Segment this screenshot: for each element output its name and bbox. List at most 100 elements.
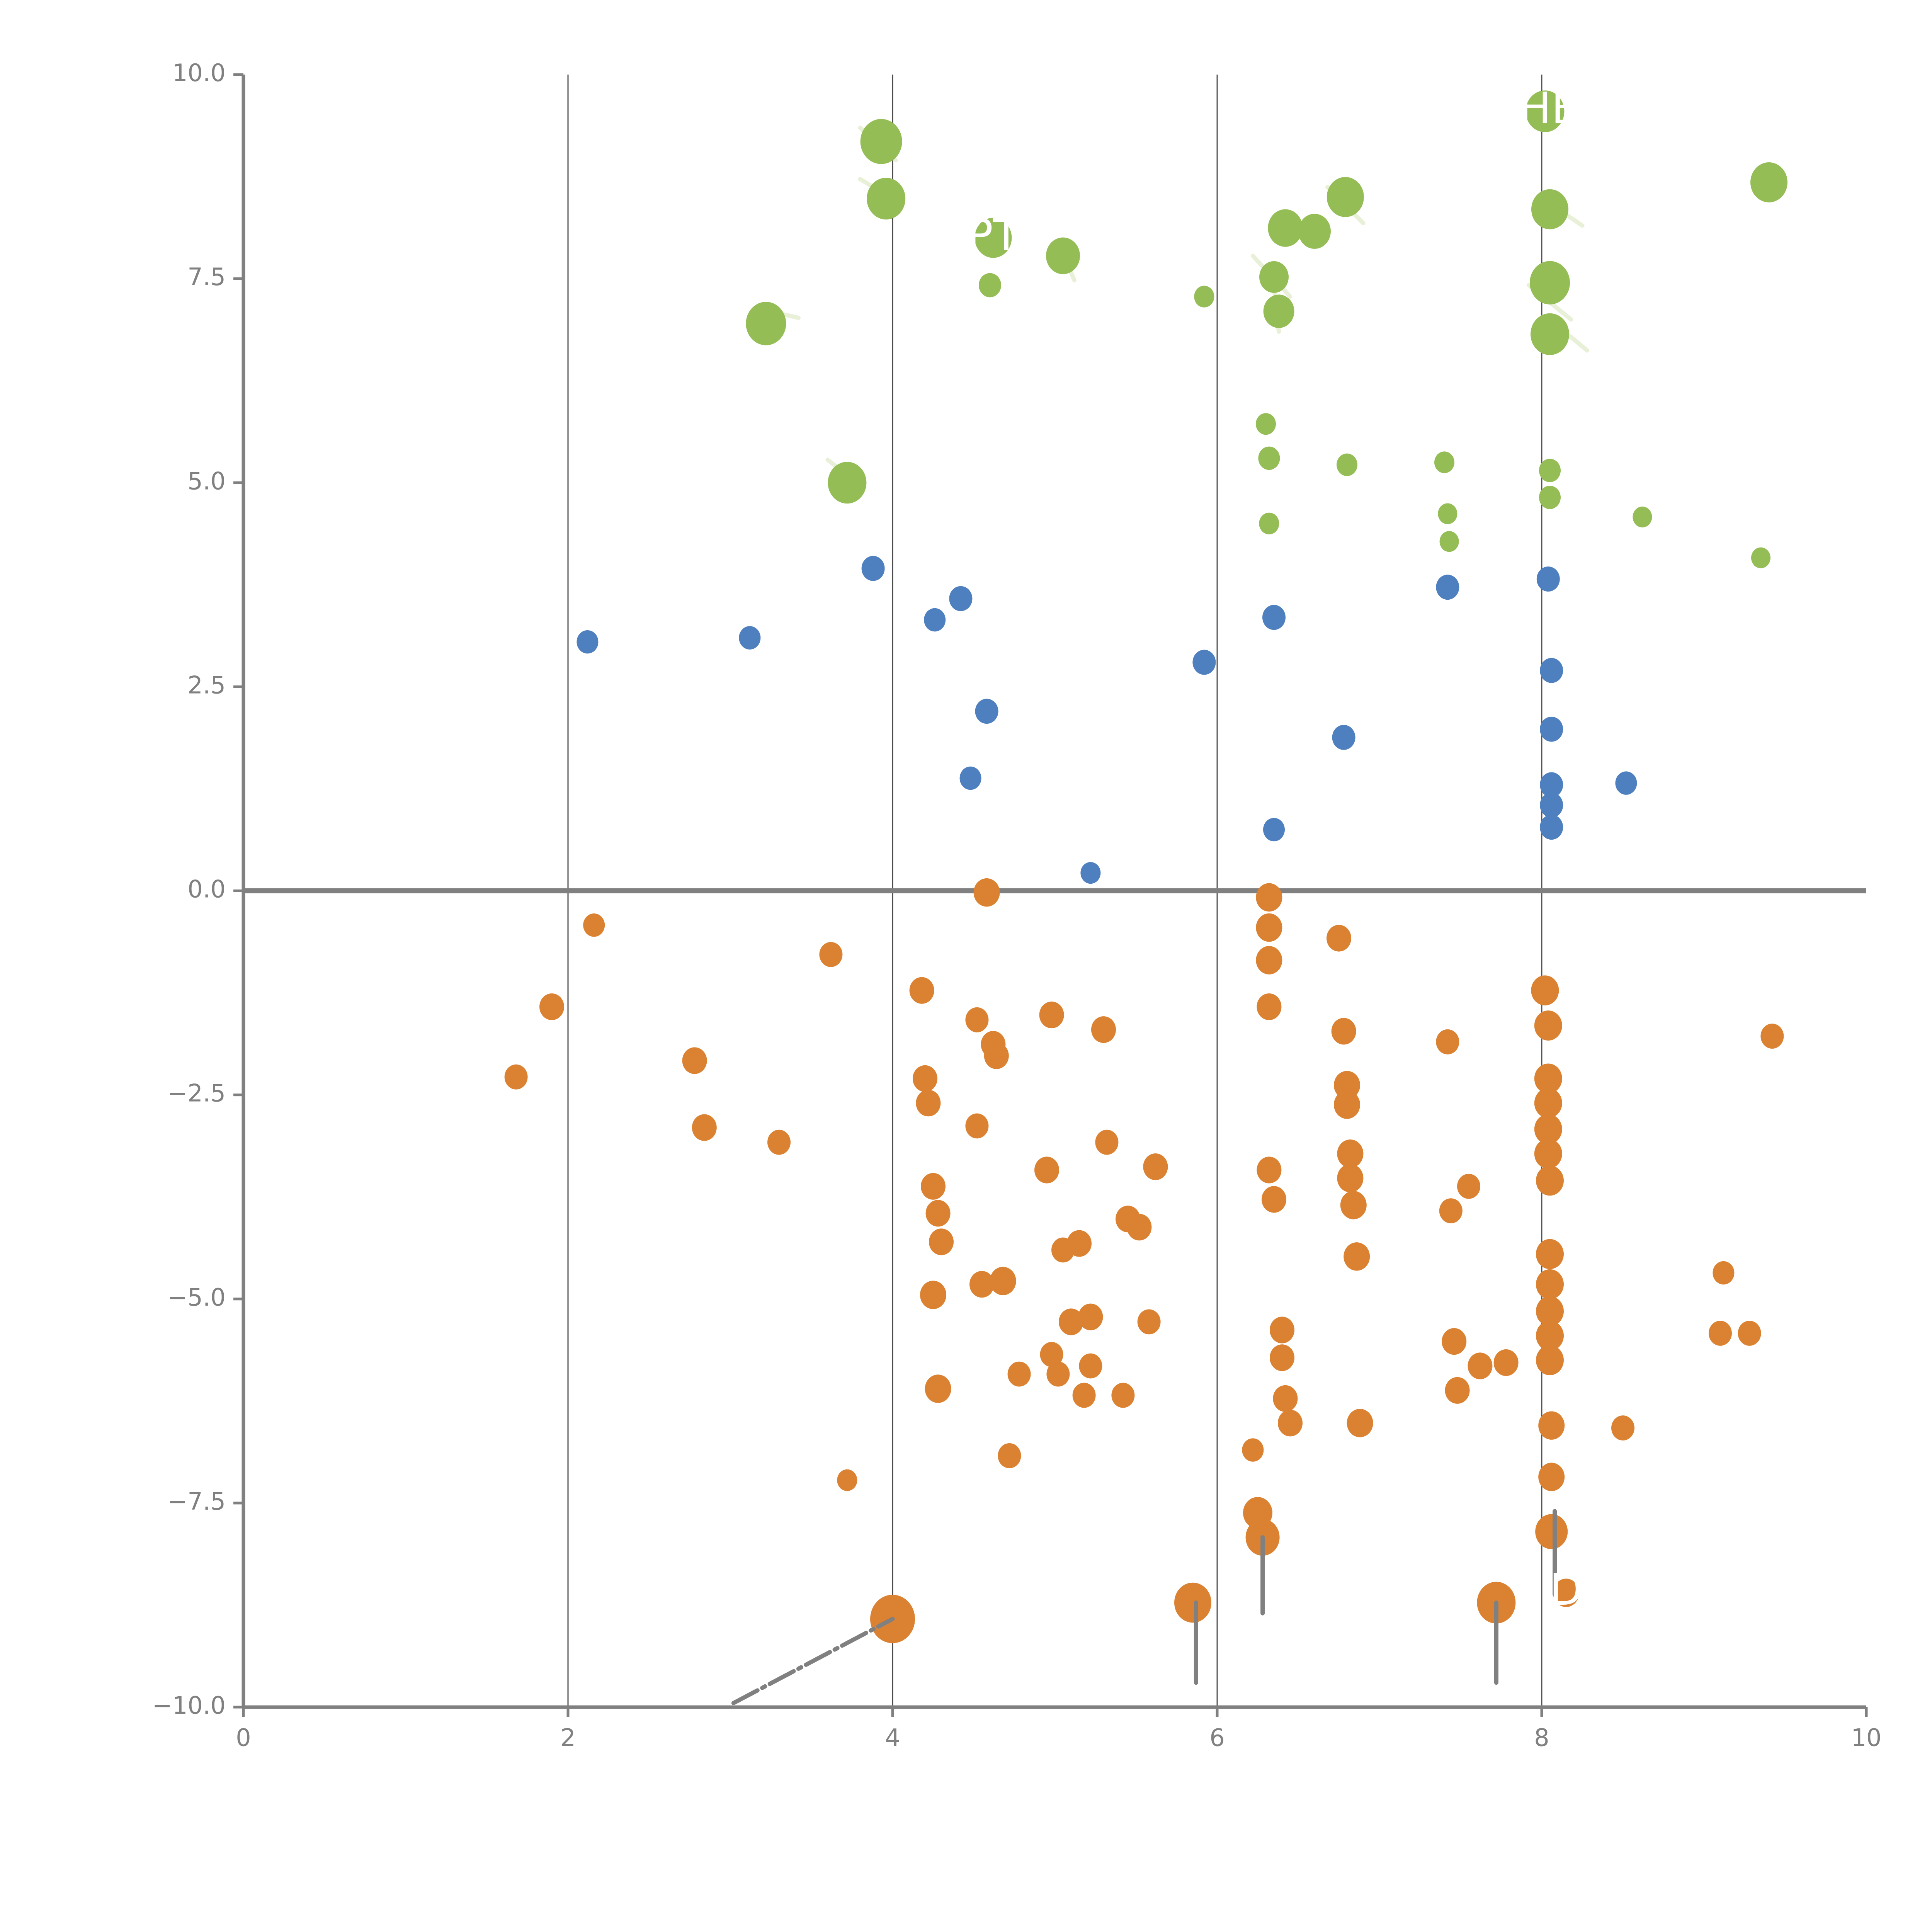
data-point-green[interactable] — [1327, 177, 1364, 217]
data-point-green[interactable] — [867, 178, 906, 220]
data-point-blue[interactable] — [1262, 605, 1286, 630]
data-point-green[interactable] — [860, 119, 902, 164]
data-point-green[interactable] — [1539, 459, 1561, 482]
data-point-orange[interactable] — [1137, 1309, 1161, 1335]
data-point-orange[interactable] — [1242, 1438, 1264, 1462]
data-point-green[interactable] — [1526, 90, 1565, 133]
series-blue-points[interactable] — [577, 556, 1637, 884]
data-point-green[interactable] — [1258, 446, 1280, 470]
data-point-blue[interactable] — [1540, 658, 1563, 683]
data-point-green[interactable] — [975, 218, 1012, 258]
data-point-orange[interactable] — [1143, 1153, 1168, 1180]
data-point-orange[interactable] — [1536, 1239, 1564, 1269]
data-point-green[interactable] — [1531, 313, 1569, 355]
data-point-orange[interactable] — [819, 942, 843, 967]
data-point-green[interactable] — [1263, 294, 1294, 328]
data-point-green[interactable] — [1633, 506, 1652, 527]
data-point-orange[interactable] — [1039, 1002, 1064, 1029]
data-point-orange[interactable] — [1256, 883, 1282, 912]
data-point-green[interactable] — [1256, 413, 1276, 435]
data-point-blue[interactable] — [1540, 815, 1563, 840]
data-point-blue[interactable] — [975, 699, 998, 724]
data-point-orange[interactable] — [1534, 1088, 1562, 1118]
data-point-orange[interactable] — [1534, 1138, 1562, 1169]
data-point-orange[interactable] — [1007, 1361, 1031, 1387]
data-point-orange[interactable] — [1538, 1463, 1565, 1491]
data-point-orange[interactable] — [1072, 1383, 1096, 1408]
data-point-orange[interactable] — [1442, 1328, 1467, 1355]
data-point-orange[interactable] — [1046, 1361, 1070, 1387]
data-point-blue[interactable] — [1540, 716, 1563, 742]
data-point-green[interactable] — [1434, 451, 1454, 473]
data-point-orange[interactable] — [1079, 1353, 1102, 1379]
data-point-orange[interactable] — [1257, 993, 1282, 1020]
data-point-orange[interactable] — [583, 913, 605, 937]
data-point-orange[interactable] — [925, 1374, 951, 1403]
data-point-orange[interactable] — [1273, 1385, 1298, 1412]
data-point-blue[interactable] — [1332, 724, 1355, 750]
data-point-orange[interactable] — [913, 1065, 937, 1092]
data-point-orange[interactable] — [916, 1090, 941, 1117]
data-point-blue[interactable] — [1615, 771, 1637, 795]
data-point-orange[interactable] — [539, 993, 564, 1020]
data-point-orange[interactable] — [1127, 1214, 1152, 1241]
data-point-green[interactable] — [1259, 512, 1279, 534]
data-point-orange[interactable] — [1337, 1139, 1364, 1168]
data-point-blue[interactable] — [577, 630, 599, 654]
data-point-orange[interactable] — [1034, 1156, 1059, 1184]
data-point-orange[interactable] — [1347, 1409, 1373, 1437]
data-point-orange[interactable] — [1337, 1164, 1364, 1192]
data-point-green[interactable] — [1751, 547, 1770, 568]
data-point-blue[interactable] — [1192, 650, 1216, 675]
data-point-blue[interactable] — [1080, 862, 1101, 884]
data-point-orange[interactable] — [1095, 1129, 1119, 1155]
data-point-orange[interactable] — [920, 1281, 946, 1309]
data-point-orange[interactable] — [1457, 1173, 1480, 1199]
data-point-orange[interactable] — [1344, 1242, 1370, 1271]
data-point-orange[interactable] — [1493, 1349, 1519, 1376]
data-point-blue[interactable] — [861, 556, 885, 581]
data-point-orange[interactable] — [1067, 1230, 1092, 1257]
data-point-orange[interactable] — [1243, 1497, 1272, 1529]
data-point-green[interactable] — [1194, 286, 1214, 308]
data-point-orange[interactable] — [973, 878, 1000, 907]
data-point-green[interactable] — [746, 302, 786, 345]
data-point-orange[interactable] — [1538, 1411, 1565, 1440]
data-point-green[interactable] — [1439, 531, 1459, 552]
data-point-orange[interactable] — [990, 1267, 1016, 1295]
data-point-orange[interactable] — [965, 1113, 989, 1139]
data-point-orange[interactable] — [1257, 1156, 1282, 1184]
data-point-orange[interactable] — [1553, 1578, 1579, 1607]
data-point-green[interactable] — [1539, 486, 1561, 509]
data-point-orange[interactable] — [1174, 1582, 1211, 1623]
data-point-orange[interactable] — [1536, 1345, 1564, 1376]
data-point-orange[interactable] — [1738, 1321, 1761, 1346]
data-point-orange[interactable] — [1278, 1410, 1303, 1437]
data-point-orange[interactable] — [965, 1007, 989, 1032]
data-point-blue[interactable] — [1263, 818, 1285, 842]
data-point-orange[interactable] — [1535, 1514, 1568, 1549]
data-point-blue[interactable] — [1540, 772, 1563, 798]
data-point-orange[interactable] — [692, 1114, 717, 1141]
data-point-orange[interactable] — [1531, 975, 1559, 1006]
data-point-orange[interactable] — [682, 1047, 707, 1074]
data-point-blue[interactable] — [1436, 575, 1459, 600]
data-point-orange[interactable] — [998, 1443, 1021, 1468]
data-point-orange[interactable] — [1536, 1320, 1564, 1351]
data-point-orange[interactable] — [1327, 925, 1351, 952]
data-point-orange[interactable] — [767, 1129, 791, 1155]
data-point-orange[interactable] — [1334, 1090, 1360, 1119]
data-point-green[interactable] — [1337, 453, 1357, 476]
data-point-green[interactable] — [1298, 214, 1331, 249]
data-point-orange[interactable] — [1270, 1316, 1294, 1344]
data-point-orange[interactable] — [1256, 946, 1282, 975]
data-point-orange[interactable] — [1534, 1063, 1562, 1094]
data-point-orange[interactable] — [969, 1271, 994, 1298]
data-point-orange[interactable] — [1340, 1191, 1367, 1219]
data-point-blue[interactable] — [1536, 566, 1560, 592]
data-point-green[interactable] — [1530, 261, 1570, 304]
data-point-orange[interactable] — [504, 1064, 528, 1090]
data-point-orange[interactable] — [1040, 1342, 1063, 1367]
data-point-orange[interactable] — [1091, 1016, 1116, 1043]
data-point-orange[interactable] — [1334, 1071, 1360, 1099]
